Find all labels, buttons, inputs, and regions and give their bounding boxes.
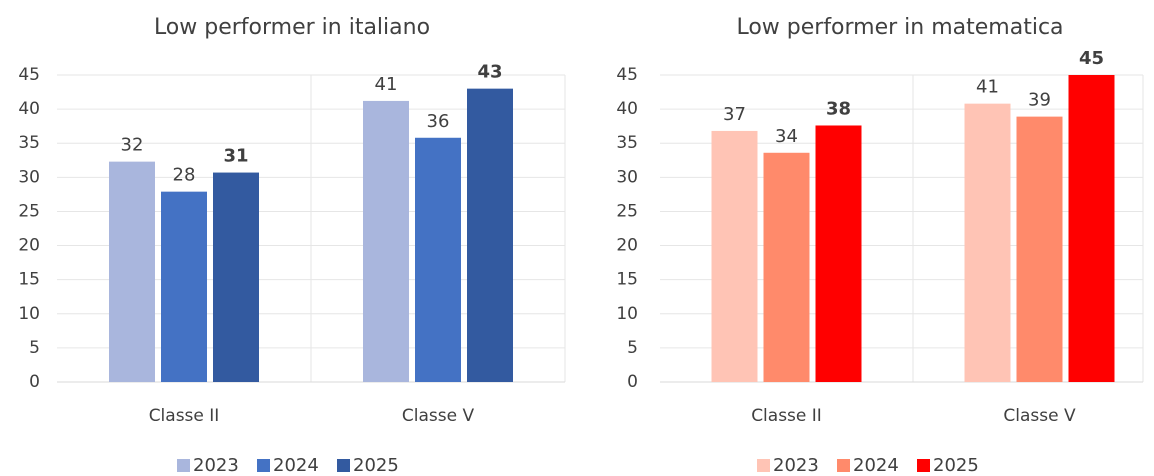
bar — [815, 125, 862, 383]
y-tick-label: 35 — [616, 133, 638, 153]
bar — [363, 100, 409, 383]
y-tick-label: 15 — [616, 270, 638, 290]
legend-swatch — [257, 459, 270, 472]
bar — [467, 88, 513, 383]
legend-swatch — [177, 459, 190, 472]
chart-title: Low performer in italiano — [154, 15, 430, 40]
bar — [109, 161, 155, 382]
y-tick-label: 10 — [18, 304, 40, 324]
legend-label: 2025 — [353, 455, 399, 476]
x-tick-label: Classe II — [751, 406, 822, 426]
data-label: 45 — [1079, 48, 1104, 69]
legend-swatch — [757, 459, 770, 472]
y-tick-label: 15 — [18, 270, 40, 290]
legend-label: 2025 — [933, 455, 979, 476]
data-label: 38 — [826, 98, 851, 119]
y-tick-label: 40 — [18, 99, 40, 119]
x-tick-label: Classe V — [1003, 406, 1076, 426]
bar — [763, 152, 810, 382]
bar — [213, 172, 259, 382]
bar — [1016, 116, 1063, 383]
y-tick-label: 20 — [18, 236, 40, 256]
y-tick-label: 20 — [616, 236, 638, 256]
data-label: 32 — [121, 135, 144, 156]
data-label: 28 — [173, 165, 196, 186]
legend-swatch — [917, 459, 930, 472]
data-label: 31 — [223, 146, 248, 167]
chart-title: Low performer in matematica — [736, 15, 1063, 40]
y-tick-label: 5 — [627, 338, 638, 358]
data-label: 41 — [976, 77, 999, 98]
y-tick-label: 40 — [616, 99, 638, 119]
legend-swatch — [337, 459, 350, 472]
data-label: 34 — [775, 126, 798, 147]
bar — [964, 103, 1011, 383]
x-tick-label: Classe V — [402, 406, 475, 426]
y-tick-label: 45 — [18, 65, 40, 85]
legend-label: 2024 — [853, 455, 899, 476]
y-tick-label: 45 — [616, 65, 638, 85]
y-tick-label: 10 — [616, 304, 638, 324]
x-tick-label: Classe II — [149, 406, 220, 426]
data-label: 43 — [477, 62, 502, 83]
y-tick-label: 30 — [616, 167, 638, 187]
bar — [711, 130, 758, 382]
y-tick-label: 5 — [29, 338, 40, 358]
y-tick-label: 25 — [18, 201, 40, 221]
data-label: 37 — [723, 104, 746, 125]
y-tick-label: 0 — [627, 372, 638, 392]
bar — [1068, 75, 1115, 382]
y-tick-label: 25 — [616, 201, 638, 221]
bar — [415, 137, 461, 382]
y-tick-label: 0 — [29, 372, 40, 392]
legend-swatch — [837, 459, 850, 472]
y-tick-label: 30 — [18, 167, 40, 187]
legend-label: 2023 — [773, 455, 819, 476]
data-label: 39 — [1028, 90, 1051, 111]
y-tick-label: 35 — [18, 133, 40, 153]
data-label: 41 — [375, 74, 398, 95]
bar — [161, 191, 207, 382]
legend-label: 2023 — [193, 455, 239, 476]
data-label: 36 — [427, 111, 450, 132]
legend-label: 2024 — [273, 455, 319, 476]
